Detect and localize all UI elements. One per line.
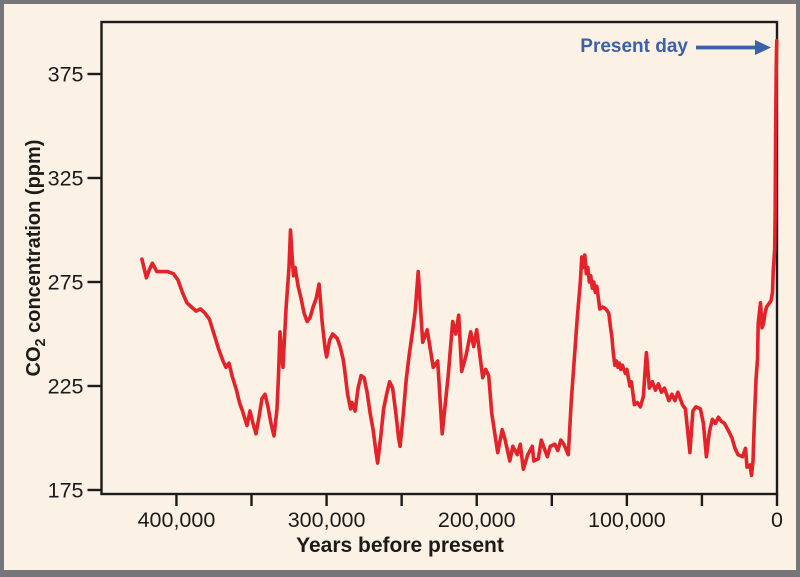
x-tick-label: 0 — [771, 508, 783, 532]
x-tick-label: 200,000 — [438, 508, 516, 532]
y-tick-label: 225 — [48, 375, 84, 399]
present-day-arrow-head — [755, 40, 771, 55]
y-axis-title-subscript: 2 — [33, 338, 49, 347]
y-axis-title-suffix: concentration (ppm) — [23, 139, 45, 339]
y-tick-label: 375 — [48, 63, 84, 87]
plot-border — [100, 20, 779, 496]
x-axis-title: Years before present — [296, 534, 504, 557]
present-day-label: Present day — [580, 36, 688, 57]
x-tick-label: 100,000 — [588, 508, 666, 532]
co2-line — [140, 38, 779, 478]
x-tick-label: 400,000 — [138, 508, 216, 532]
y-tick-label: 275 — [48, 271, 84, 295]
y-axis-title: CO2 concentration (ppm) — [23, 140, 49, 377]
y-tick-label: 325 — [48, 167, 84, 191]
y-axis-title-prefix: CO — [23, 346, 45, 377]
y-tick-label: 175 — [48, 479, 84, 503]
x-tick-label: 300,000 — [288, 508, 366, 532]
